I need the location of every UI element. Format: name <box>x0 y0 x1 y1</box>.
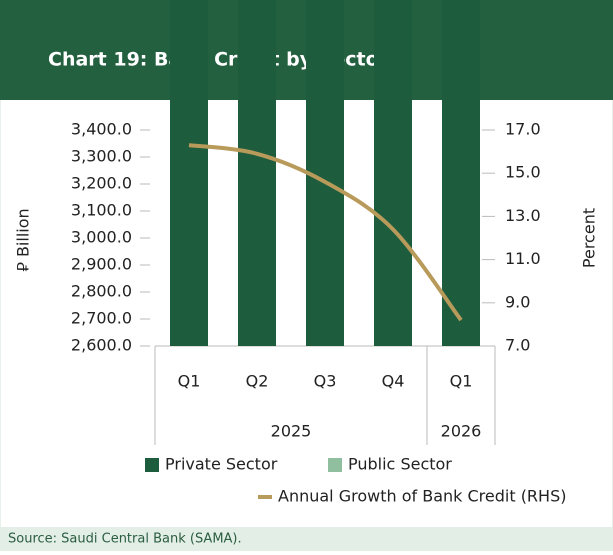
y-tick-label: 3,100.0 <box>71 201 132 220</box>
y-tick-label: 2,800.0 <box>71 282 132 301</box>
y-tick-label: 2,600.0 <box>71 336 132 355</box>
chart-title: Chart 19: Bank Credit by Sector <box>48 49 389 71</box>
bar <box>170 0 208 346</box>
y-tick-label: 3,300.0 <box>71 147 132 166</box>
source: Source: Saudi Central Bank (SAMA). <box>8 532 242 547</box>
x-group-label: 2025 <box>271 422 312 441</box>
x-tick-label: Q1 <box>450 372 473 391</box>
y2-tick-label: 15.0 <box>505 163 541 182</box>
y2-tick-label: 13.0 <box>505 206 541 225</box>
y-tick-label: 3,000.0 <box>71 228 132 247</box>
legend-label: Public Sector <box>348 455 452 474</box>
y2-axis-title: Percent <box>580 208 599 268</box>
y-tick-label: 3,200.0 <box>71 174 132 193</box>
footer <box>0 527 613 551</box>
bar <box>238 0 276 346</box>
line <box>188 143 463 322</box>
legend-swatch <box>328 458 342 472</box>
y2-tick-label: 7.0 <box>505 336 530 355</box>
y-tick-label: 2,900.0 <box>71 255 132 274</box>
y-axis-title: ⃁ Billion <box>14 208 33 271</box>
y-tick-label: 2,700.0 <box>71 309 132 328</box>
y2-tick-label: 11.0 <box>505 249 541 268</box>
legend-label: Private Sector <box>165 455 278 474</box>
x-tick-label: Q2 <box>246 372 269 391</box>
x-tick-label: Q4 <box>382 372 405 391</box>
bar <box>442 0 480 346</box>
legend-swatch <box>145 458 159 472</box>
x-tick-label: Q1 <box>178 372 201 391</box>
bar <box>374 0 412 346</box>
y2-tick-label: 17.0 <box>505 120 541 139</box>
legend-label: Annual Growth of Bank Credit (RHS) <box>278 487 566 506</box>
y2-tick-label: 9.0 <box>505 292 530 311</box>
x-group-label: 2026 <box>441 422 482 441</box>
y-tick-label: 3,400.0 <box>71 120 132 139</box>
x-tick-label: Q3 <box>314 372 337 391</box>
